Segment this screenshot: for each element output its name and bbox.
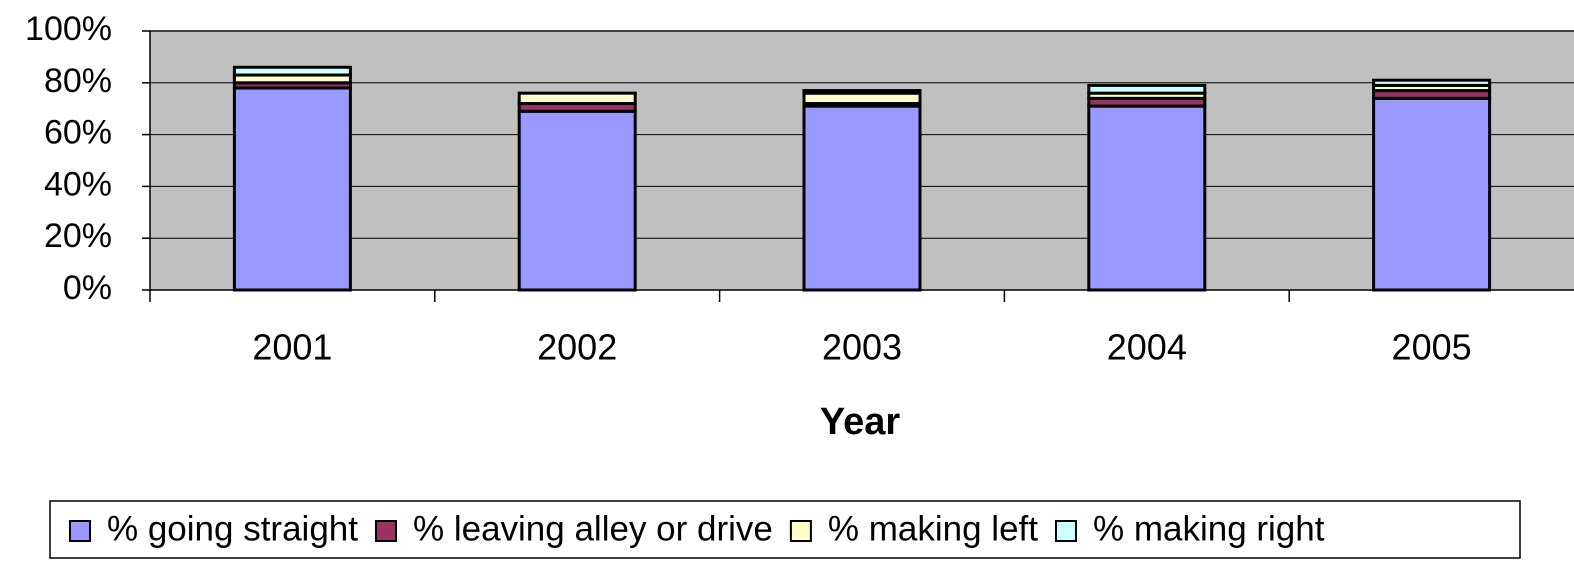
legend-swatch	[1054, 520, 1077, 542]
bar-segment	[1087, 104, 1207, 292]
bar-segment	[517, 109, 637, 292]
bar-segment	[802, 89, 922, 95]
x-tick-label: 2005	[1392, 327, 1472, 368]
legend-label: % making left	[828, 509, 1038, 548]
legend-swatch	[789, 520, 812, 542]
x-tick-label: 2004	[1107, 327, 1187, 368]
legend-label: % going straight	[107, 509, 358, 548]
bar-segment	[517, 91, 637, 106]
legend-swatch	[69, 520, 91, 542]
x-tick-label: 2001	[252, 327, 332, 368]
bar-segment	[802, 91, 922, 106]
x-tick-label: 2003	[822, 327, 902, 368]
legend-box	[49, 500, 1521, 559]
x-tick-label: 2002	[537, 327, 617, 368]
y-tick-label: 0%	[63, 269, 112, 307]
legend-label: % making right	[1093, 509, 1325, 548]
y-tick-label: 20%	[44, 217, 112, 255]
bar-segment	[802, 104, 922, 292]
x-axis-title: Year	[820, 401, 901, 443]
y-tick-label: 60%	[44, 114, 112, 152]
y-tick-label: 80%	[44, 62, 112, 100]
legend-swatch	[374, 520, 397, 542]
bar-segment	[232, 65, 352, 77]
bar-segment	[232, 86, 352, 292]
bar-segment	[1087, 83, 1207, 95]
legend-label: % leaving alley or drive	[413, 509, 773, 548]
bar-segment	[1372, 96, 1492, 292]
y-tick-label: 100%	[25, 10, 112, 48]
bar-segment	[1372, 78, 1492, 87]
y-tick-label: 40%	[44, 165, 112, 203]
